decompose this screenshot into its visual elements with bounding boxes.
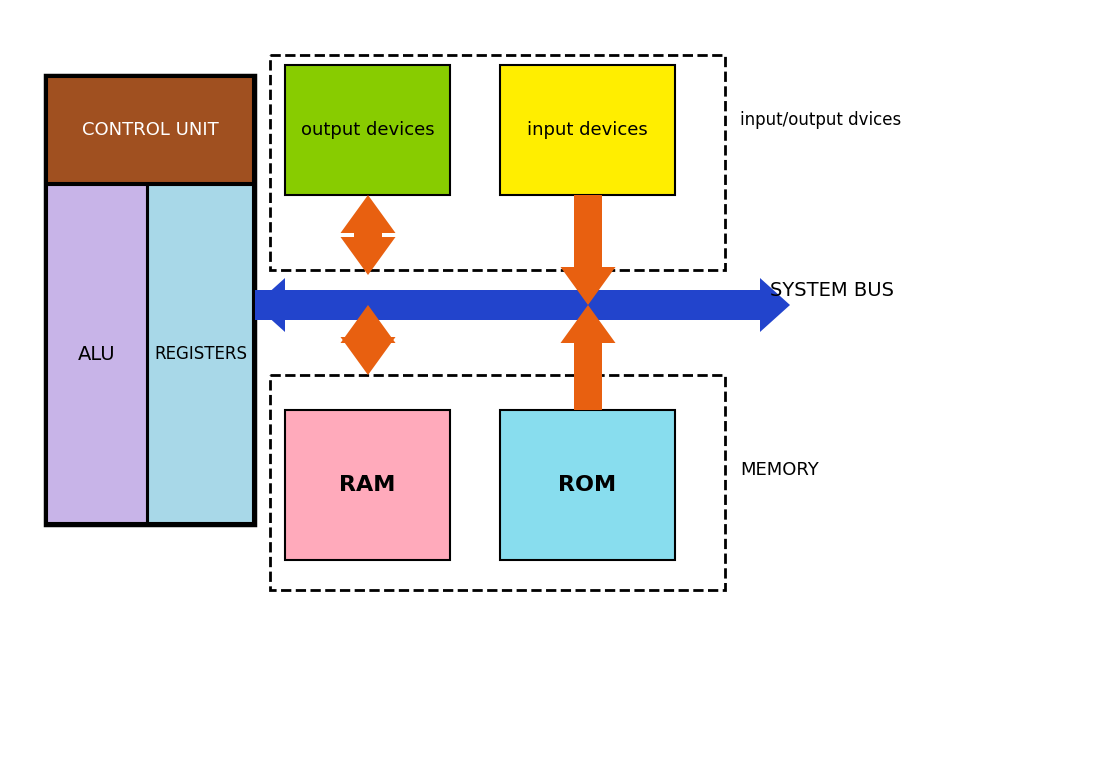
Bar (285, 410, 450, 560)
FancyArrow shape (341, 237, 395, 275)
Bar (270, 55, 725, 270)
Bar (45, 75, 255, 525)
Bar (47, 77, 252, 183)
Bar (285, 65, 450, 195)
Text: input/output dvices: input/output dvices (739, 111, 901, 129)
Text: MEMORY: MEMORY (739, 461, 819, 479)
Bar (47, 185, 147, 523)
FancyArrow shape (561, 305, 615, 343)
Text: RAM: RAM (340, 475, 395, 495)
FancyArrow shape (341, 305, 395, 343)
Text: REGISTERS: REGISTERS (154, 345, 247, 363)
Text: ROM: ROM (558, 475, 617, 495)
Bar (354, 337, 382, 343)
Bar (147, 185, 252, 523)
FancyArrow shape (255, 278, 790, 332)
FancyArrow shape (341, 195, 395, 233)
FancyArrow shape (341, 337, 395, 375)
Text: input devices: input devices (527, 121, 648, 139)
Bar (500, 410, 675, 560)
Bar (354, 233, 382, 237)
FancyArrow shape (561, 267, 615, 305)
Bar (500, 65, 675, 195)
Bar (270, 375, 725, 590)
Text: CONTROL UNIT: CONTROL UNIT (82, 121, 219, 139)
Text: SYSTEM BUS: SYSTEM BUS (770, 281, 894, 299)
Bar (574, 343, 602, 410)
FancyArrow shape (255, 278, 285, 332)
Text: output devices: output devices (300, 121, 435, 139)
Bar (574, 195, 602, 267)
Text: ALU: ALU (78, 345, 116, 363)
